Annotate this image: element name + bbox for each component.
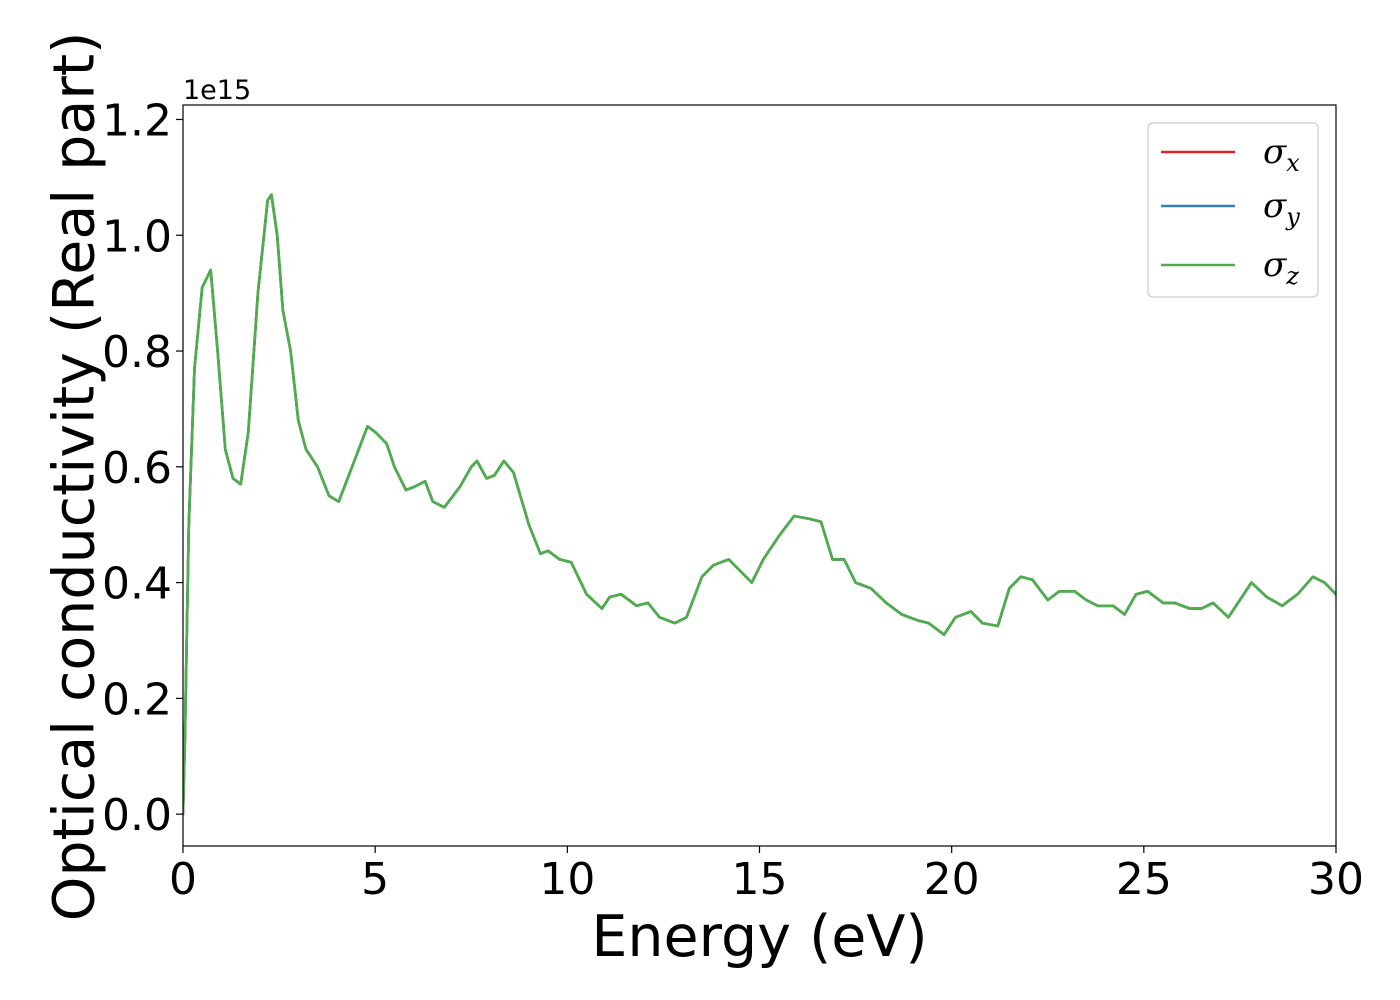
y-tick-label: 0.6 <box>102 443 172 494</box>
y-offset-text: 1e15 <box>183 75 251 106</box>
y-tick-label: 0.8 <box>102 327 172 378</box>
legend-box <box>1147 122 1319 298</box>
x-axis-label: Energy (eV) <box>591 904 927 970</box>
x-tick-label: 15 <box>732 854 788 905</box>
x-tick-label: 30 <box>1308 854 1364 905</box>
x-tick-label: 0 <box>169 854 197 905</box>
legend-subscript-z: z <box>1285 262 1299 290</box>
x-tick-label: 5 <box>361 854 389 905</box>
x-tick-label: 25 <box>1116 854 1172 905</box>
y-tick-label: 1.0 <box>102 211 172 262</box>
x-tick-label: 20 <box>924 854 980 905</box>
y-tick-label: 0.0 <box>102 790 172 841</box>
legend-subscript-x: x <box>1286 149 1300 177</box>
y-tick-label: 0.4 <box>102 559 172 610</box>
y-tick-label: 0.2 <box>102 674 172 725</box>
series-line-z <box>183 193 1336 816</box>
x-tick-label: 10 <box>539 854 595 905</box>
series-layer <box>183 193 1336 816</box>
x-axis-ticks: 0 5 10 15 20 25 30 <box>169 846 1364 905</box>
legend-subscript-y: y <box>1285 203 1300 231</box>
y-axis-label: Optical conductivity (Real part) <box>42 32 108 922</box>
y-axis-ticks: 0.0 0.2 0.4 0.6 0.8 1.0 1.2 <box>102 95 183 841</box>
y-tick-label: 1.2 <box>102 95 172 146</box>
